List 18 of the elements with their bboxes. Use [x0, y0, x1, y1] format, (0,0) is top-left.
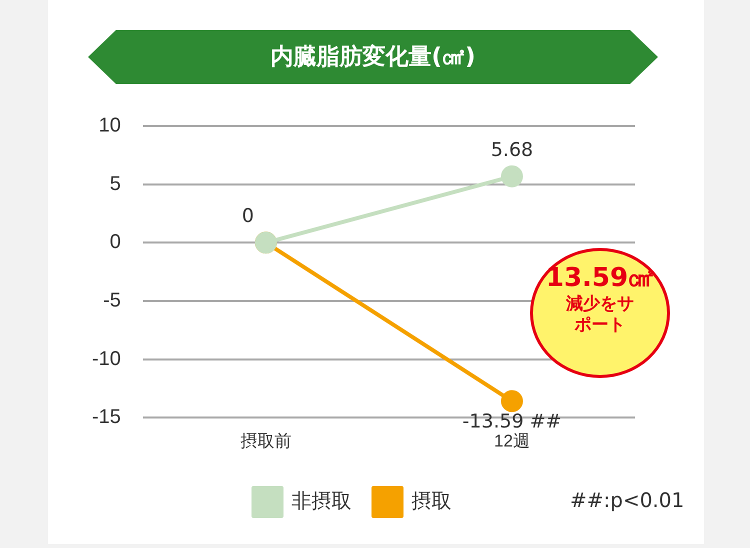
- data-label: 5.68: [490, 138, 534, 161]
- text: ##:p<0.01: [570, 488, 684, 512]
- legend-label: 非摂取: [292, 490, 352, 513]
- point: [500, 165, 523, 188]
- data-label: 0: [242, 205, 254, 228]
- y-tick-label: -5: [103, 289, 121, 312]
- x-tick-label: 12週: [494, 431, 530, 450]
- y-tick-label: 10: [98, 114, 121, 137]
- annotation: 13.59㎠: [544, 262, 656, 294]
- x-tick-label: 摂取前: [240, 431, 292, 450]
- y-tick-label: 5: [110, 172, 121, 195]
- point: [500, 390, 523, 412]
- y-tick-label: 0: [110, 231, 121, 254]
- y-tick-label: -15: [92, 406, 121, 428]
- legend-label: 摂取: [412, 490, 452, 513]
- data-label: -13.59 ##: [462, 410, 562, 433]
- annotation: 減少をサポート: [565, 294, 635, 336]
- y-tick-label: -10: [92, 348, 121, 370]
